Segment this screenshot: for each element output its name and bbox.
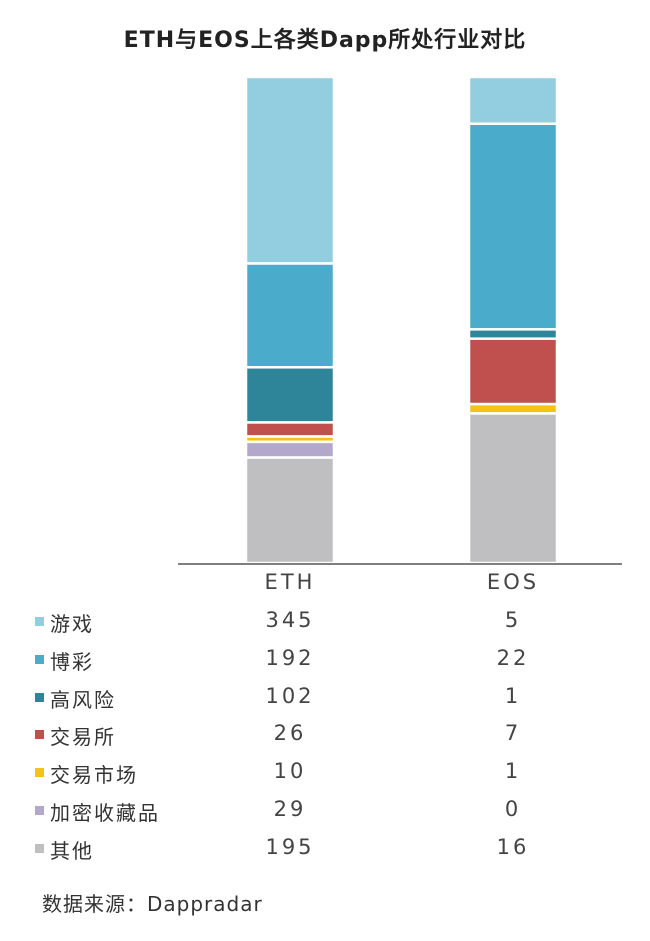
- data-value-eth: 29: [273, 797, 307, 821]
- data-value-eos: 1: [504, 759, 522, 784]
- legend-label: 加密收藏品: [50, 801, 160, 825]
- data-value-eos: 5: [504, 608, 522, 632]
- bar-segment-eth-5: [244, 440, 336, 459]
- legend-label: 游戏: [50, 612, 94, 636]
- data-value-eth: 26: [273, 721, 307, 746]
- legend-swatch: [35, 654, 44, 664]
- data-value-eos: 16: [496, 834, 530, 859]
- bar-segment-eos-1: [467, 122, 559, 331]
- legend-row: 其他 195 16: [0, 835, 650, 865]
- legend-label: 高风险: [50, 687, 116, 712]
- data-value-eos: 1: [504, 683, 522, 708]
- bar-segment-eos-2: [467, 328, 559, 340]
- data-value-eth: 195: [265, 834, 315, 859]
- chart-title: ETH与EOS上各类Dapp所处行业对比: [123, 28, 527, 53]
- legend-row: 游戏 345 5: [0, 608, 650, 638]
- x-tick-label-eth: ETH: [264, 570, 316, 594]
- bar-segment-eos-4: [467, 402, 559, 415]
- bar-segment-eth-1: [244, 262, 336, 369]
- bar-segment-eth-0: [244, 75, 336, 265]
- data-value-eth: 102: [265, 683, 315, 708]
- legend-label: 交易市场: [50, 763, 138, 788]
- data-source: 数据来源：Dappradar: [42, 892, 263, 916]
- bar-segment-eos-6: [467, 412, 559, 565]
- legend-row: 交易所 26 7: [0, 721, 650, 751]
- legend-swatch: [35, 768, 44, 778]
- bar-segment-eos-3: [467, 337, 559, 406]
- legend-row: 交易市场 10 1: [0, 759, 650, 789]
- legend-row: 高风险 102 1: [0, 684, 650, 714]
- bar-segment-eth-6: [244, 456, 336, 565]
- legend-swatch: [35, 730, 44, 740]
- legend-label: 博彩: [50, 649, 94, 674]
- legend-label: 其他: [50, 838, 94, 863]
- data-value-eth: 192: [265, 645, 315, 670]
- bar-segment-eth-3: [244, 421, 336, 438]
- data-value-eth: 10: [273, 759, 307, 784]
- legend-row: 加密收藏品 29 0: [0, 797, 650, 827]
- data-value-eth: 345: [265, 608, 315, 632]
- legend-swatch: [35, 843, 44, 853]
- legend-swatch: [35, 692, 44, 702]
- bar-segment-eos-0: [467, 75, 559, 125]
- bar-segment-eth-2: [244, 366, 336, 424]
- legend-label: 交易所: [50, 725, 116, 750]
- x-tick-label-eos: EOS: [486, 570, 540, 594]
- legend-swatch: [35, 806, 44, 815]
- data-value-eos: 7: [504, 721, 522, 746]
- data-value-eos: 0: [504, 797, 522, 821]
- legend-row: 博彩 192 22: [0, 646, 650, 676]
- legend-swatch: [35, 617, 44, 626]
- data-value-eos: 22: [496, 645, 530, 670]
